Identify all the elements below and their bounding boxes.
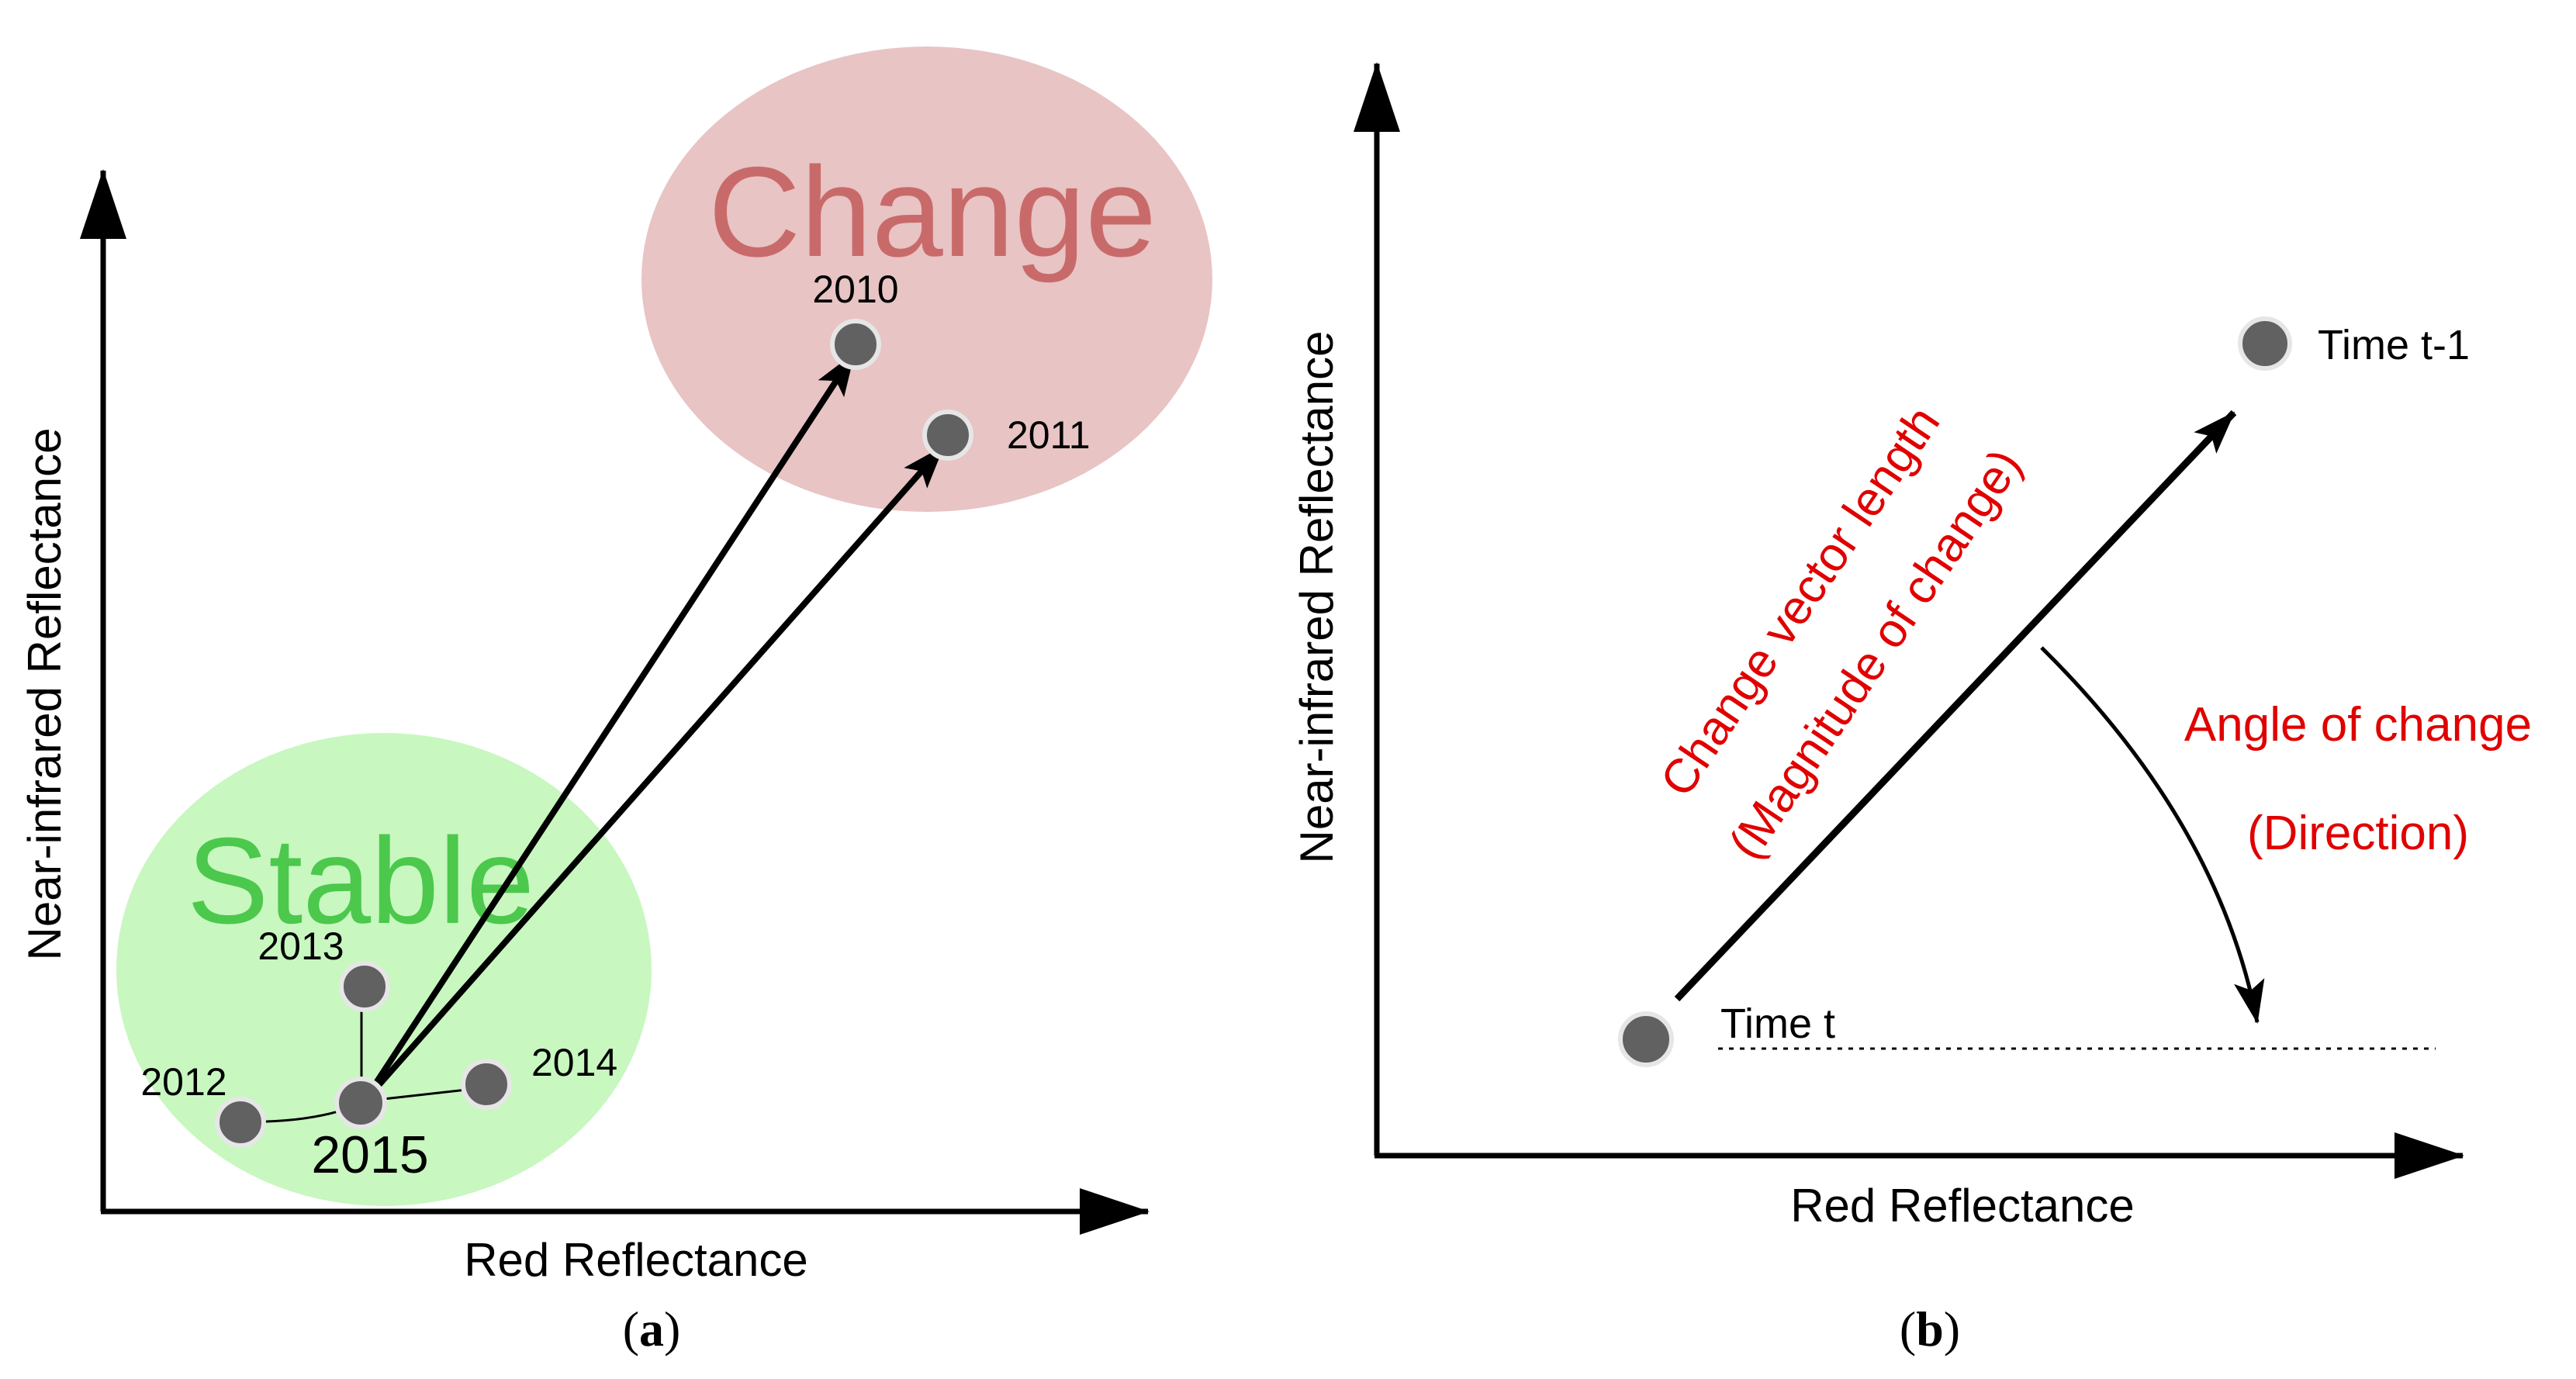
vector-2015-to-2011 (361, 444, 946, 1105)
caption-a: (a) (623, 1301, 681, 1357)
label-2013: 2013 (258, 925, 344, 968)
point-time-t1 (2238, 316, 2292, 371)
label-2015: 2015 (311, 1125, 428, 1184)
panel-b: Time t-1 Time t Change vector length (Ma… (1291, 62, 2532, 1357)
time-t-label: Time t (1720, 1001, 1835, 1047)
y-axis-label: Near-infrared Reflectance (19, 428, 71, 961)
y-axis-label: Near-infrared Reflectance (1291, 331, 1343, 864)
label-2011: 2011 (1007, 413, 1091, 457)
point-2015 (334, 1077, 387, 1129)
change-region (641, 47, 1212, 512)
point-2010 (830, 319, 881, 370)
panel-a: Change Stable 2010 2011 2013 2014 2012 2… (19, 47, 1212, 1357)
stable-region-label: Stable (187, 813, 534, 949)
caption-b: (b) (1900, 1301, 1960, 1357)
x-axis-label: Red Reflectance (1790, 1180, 2135, 1232)
direction-label: (Direction) (2247, 807, 2469, 860)
point-time-t (1618, 1011, 1674, 1067)
angle-arc (2040, 646, 2265, 1024)
change-vector (1674, 410, 2237, 1002)
change-region-label: Change (708, 140, 1157, 283)
point-2014 (461, 1059, 512, 1110)
label-2012: 2012 (140, 1060, 226, 1104)
point-2012 (215, 1097, 266, 1148)
label-2014: 2014 (531, 1041, 617, 1084)
vector-2015-to-2010 (360, 351, 857, 1105)
x-axis-label: Red Reflectance (464, 1234, 808, 1286)
label-2010: 2010 (812, 268, 898, 311)
stable-region (116, 733, 652, 1206)
angle-label: Angle of change (2184, 698, 2532, 752)
point-2013 (339, 961, 390, 1012)
time-t1-label: Time t-1 (2318, 322, 2470, 368)
point-2011 (922, 410, 973, 461)
